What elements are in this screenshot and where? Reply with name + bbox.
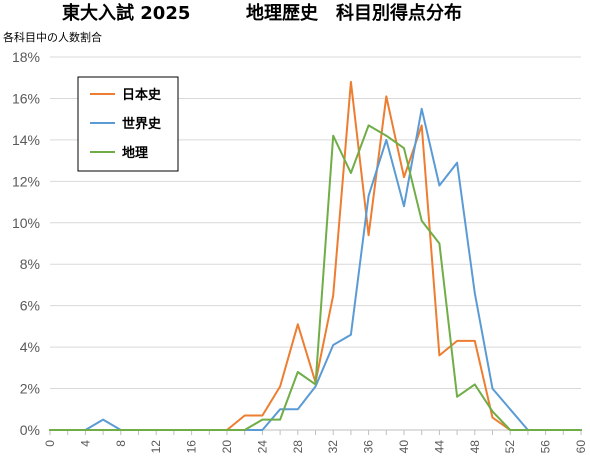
y-tick-label: 12%	[12, 173, 40, 189]
gridlines	[50, 56, 581, 431]
legend-label: 日本史	[122, 87, 162, 103]
y-tick-label: 14%	[12, 132, 40, 148]
x-tick-label: 32	[326, 440, 340, 454]
x-tick-label: 36	[362, 440, 376, 454]
x-tick-label: 28	[291, 440, 305, 454]
x-tick-label: 56	[539, 440, 553, 454]
x-tick-label: 4	[78, 440, 92, 447]
chart-title-right: 地理歴史 科目別得点分布	[246, 2, 462, 24]
legend-label: 地理	[122, 145, 148, 161]
y-tick-label: 18%	[12, 49, 40, 65]
series-line-2	[49, 124, 582, 431]
x-tick-label: 52	[503, 440, 517, 454]
chart-title-left: 東大入試 2025	[62, 2, 190, 24]
x-tick-label: 44	[432, 440, 446, 454]
y-tick-label: 6%	[20, 298, 40, 314]
x-tick-label: 40	[397, 440, 411, 454]
x-tick-label: 60	[574, 440, 588, 454]
x-tick-label: 20	[220, 440, 234, 454]
y-tick-label: 10%	[12, 215, 40, 231]
y-tick-label: 16%	[12, 90, 40, 106]
y-tick-label: 2%	[20, 381, 40, 397]
y-axis-label: 各科目中の人数割合	[3, 30, 102, 44]
x-axis-ticks: 0 4 8 12 16 20 24 28 32 36 40 44 48 52 56 60	[43, 430, 588, 453]
y-tick-label: 4%	[20, 339, 40, 355]
y-axis-ticks: 0% 2% 4% 6% 8% 10% 12% 14% 16% 18%	[12, 49, 40, 438]
x-tick-label: 48	[468, 440, 482, 454]
y-tick-label: 8%	[20, 256, 40, 272]
x-tick-label: 24	[255, 440, 269, 454]
x-tick-label: 12	[149, 440, 163, 454]
x-tick-label: 16	[185, 440, 199, 454]
legend-label: 世界史	[122, 116, 162, 132]
y-tick-label: 0%	[20, 422, 40, 438]
x-tick-label: 8	[114, 440, 128, 447]
series-lines	[49, 80, 582, 431]
x-tick-label: 0	[43, 440, 57, 447]
